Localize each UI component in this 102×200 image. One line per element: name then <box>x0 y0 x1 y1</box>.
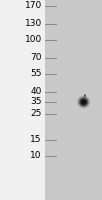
Text: 55: 55 <box>30 70 42 78</box>
Text: 70: 70 <box>30 53 42 62</box>
Text: 25: 25 <box>30 110 42 118</box>
Ellipse shape <box>77 96 90 108</box>
Ellipse shape <box>80 98 87 106</box>
Bar <box>45 0 102 200</box>
Text: 100: 100 <box>25 36 42 45</box>
Text: 170: 170 <box>25 1 42 10</box>
Text: 10: 10 <box>30 152 42 160</box>
Ellipse shape <box>78 96 89 108</box>
Ellipse shape <box>79 97 88 107</box>
Text: 130: 130 <box>25 20 42 28</box>
Text: 35: 35 <box>30 98 42 106</box>
Text: 15: 15 <box>30 136 42 144</box>
Ellipse shape <box>81 99 86 105</box>
Ellipse shape <box>84 94 86 97</box>
Text: 40: 40 <box>30 88 42 97</box>
Ellipse shape <box>82 100 85 104</box>
